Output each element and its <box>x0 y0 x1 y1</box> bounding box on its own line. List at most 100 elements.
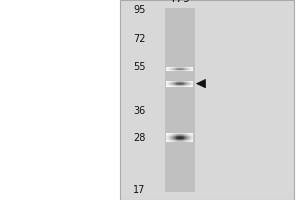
Bar <box>181 67 182 68</box>
Bar <box>181 85 182 86</box>
Bar <box>183 84 184 85</box>
Bar <box>184 133 185 134</box>
Bar <box>188 69 189 70</box>
Bar <box>170 81 171 82</box>
Text: 55: 55 <box>133 62 146 72</box>
Bar <box>183 133 184 134</box>
Bar <box>175 81 176 82</box>
Bar <box>168 139 169 140</box>
Bar <box>168 70 169 71</box>
Bar <box>186 84 187 85</box>
Bar <box>176 138 177 139</box>
Bar <box>174 134 175 135</box>
Bar <box>170 67 171 68</box>
Bar <box>181 84 182 85</box>
Bar <box>183 81 184 82</box>
Bar <box>190 136 191 137</box>
Bar <box>192 86 193 87</box>
Bar <box>188 133 189 134</box>
Bar <box>185 135 186 136</box>
Bar <box>187 68 188 69</box>
Bar <box>191 68 192 69</box>
Bar <box>184 70 185 71</box>
Bar <box>172 83 173 84</box>
Bar <box>191 81 192 82</box>
Bar <box>179 69 180 70</box>
Bar <box>190 141 191 142</box>
Bar <box>172 86 173 87</box>
Bar <box>186 67 187 68</box>
Bar <box>170 138 171 139</box>
Bar <box>169 134 170 135</box>
Bar <box>180 135 181 136</box>
Bar <box>176 141 177 142</box>
Bar <box>167 83 168 84</box>
Bar <box>183 137 184 138</box>
Bar <box>179 86 180 87</box>
Bar <box>192 139 193 140</box>
Bar <box>178 83 179 84</box>
Bar <box>178 70 179 71</box>
Bar <box>188 136 189 137</box>
Bar <box>171 67 172 68</box>
Bar <box>186 68 187 69</box>
Bar <box>190 137 191 138</box>
Bar <box>192 67 193 68</box>
Bar <box>167 137 168 138</box>
Bar <box>168 69 169 70</box>
Bar <box>191 70 192 71</box>
Bar <box>168 82 169 83</box>
Bar <box>185 139 186 140</box>
Bar <box>187 140 188 141</box>
Bar <box>177 68 178 69</box>
Bar <box>182 135 183 136</box>
Bar <box>189 70 190 71</box>
Bar <box>167 134 168 135</box>
Bar <box>193 68 194 69</box>
Bar <box>176 135 177 136</box>
Bar <box>187 137 188 138</box>
Bar <box>188 86 189 87</box>
Bar <box>173 133 174 134</box>
Bar <box>173 135 174 136</box>
Bar <box>182 137 183 138</box>
Bar <box>192 68 193 69</box>
Bar <box>184 141 185 142</box>
Bar <box>193 82 194 83</box>
Bar <box>167 84 168 85</box>
Bar <box>189 86 190 87</box>
Bar <box>177 137 178 138</box>
Text: 95: 95 <box>133 5 145 15</box>
Bar <box>169 136 170 137</box>
Bar <box>184 140 185 141</box>
Bar <box>187 69 188 70</box>
Bar <box>171 133 172 134</box>
Bar <box>181 138 182 139</box>
Bar <box>180 81 181 82</box>
Bar <box>173 70 174 71</box>
Bar <box>186 81 187 82</box>
Bar <box>176 86 177 87</box>
Bar <box>175 70 176 71</box>
Bar <box>179 83 180 84</box>
Bar <box>191 141 192 142</box>
Bar <box>190 69 191 70</box>
Bar <box>181 69 182 70</box>
Bar <box>181 70 182 71</box>
Bar <box>174 84 175 85</box>
Bar <box>192 81 193 82</box>
Bar <box>189 82 190 83</box>
Bar <box>179 67 180 68</box>
Bar <box>171 135 172 136</box>
Bar <box>170 84 171 85</box>
Bar <box>171 81 172 82</box>
Bar <box>193 133 194 134</box>
Bar <box>176 68 177 69</box>
Bar <box>171 139 172 140</box>
Bar <box>193 81 194 82</box>
Bar <box>168 84 169 85</box>
Bar <box>169 70 170 71</box>
Bar <box>184 136 185 137</box>
Bar <box>185 67 186 68</box>
Bar <box>174 83 175 84</box>
